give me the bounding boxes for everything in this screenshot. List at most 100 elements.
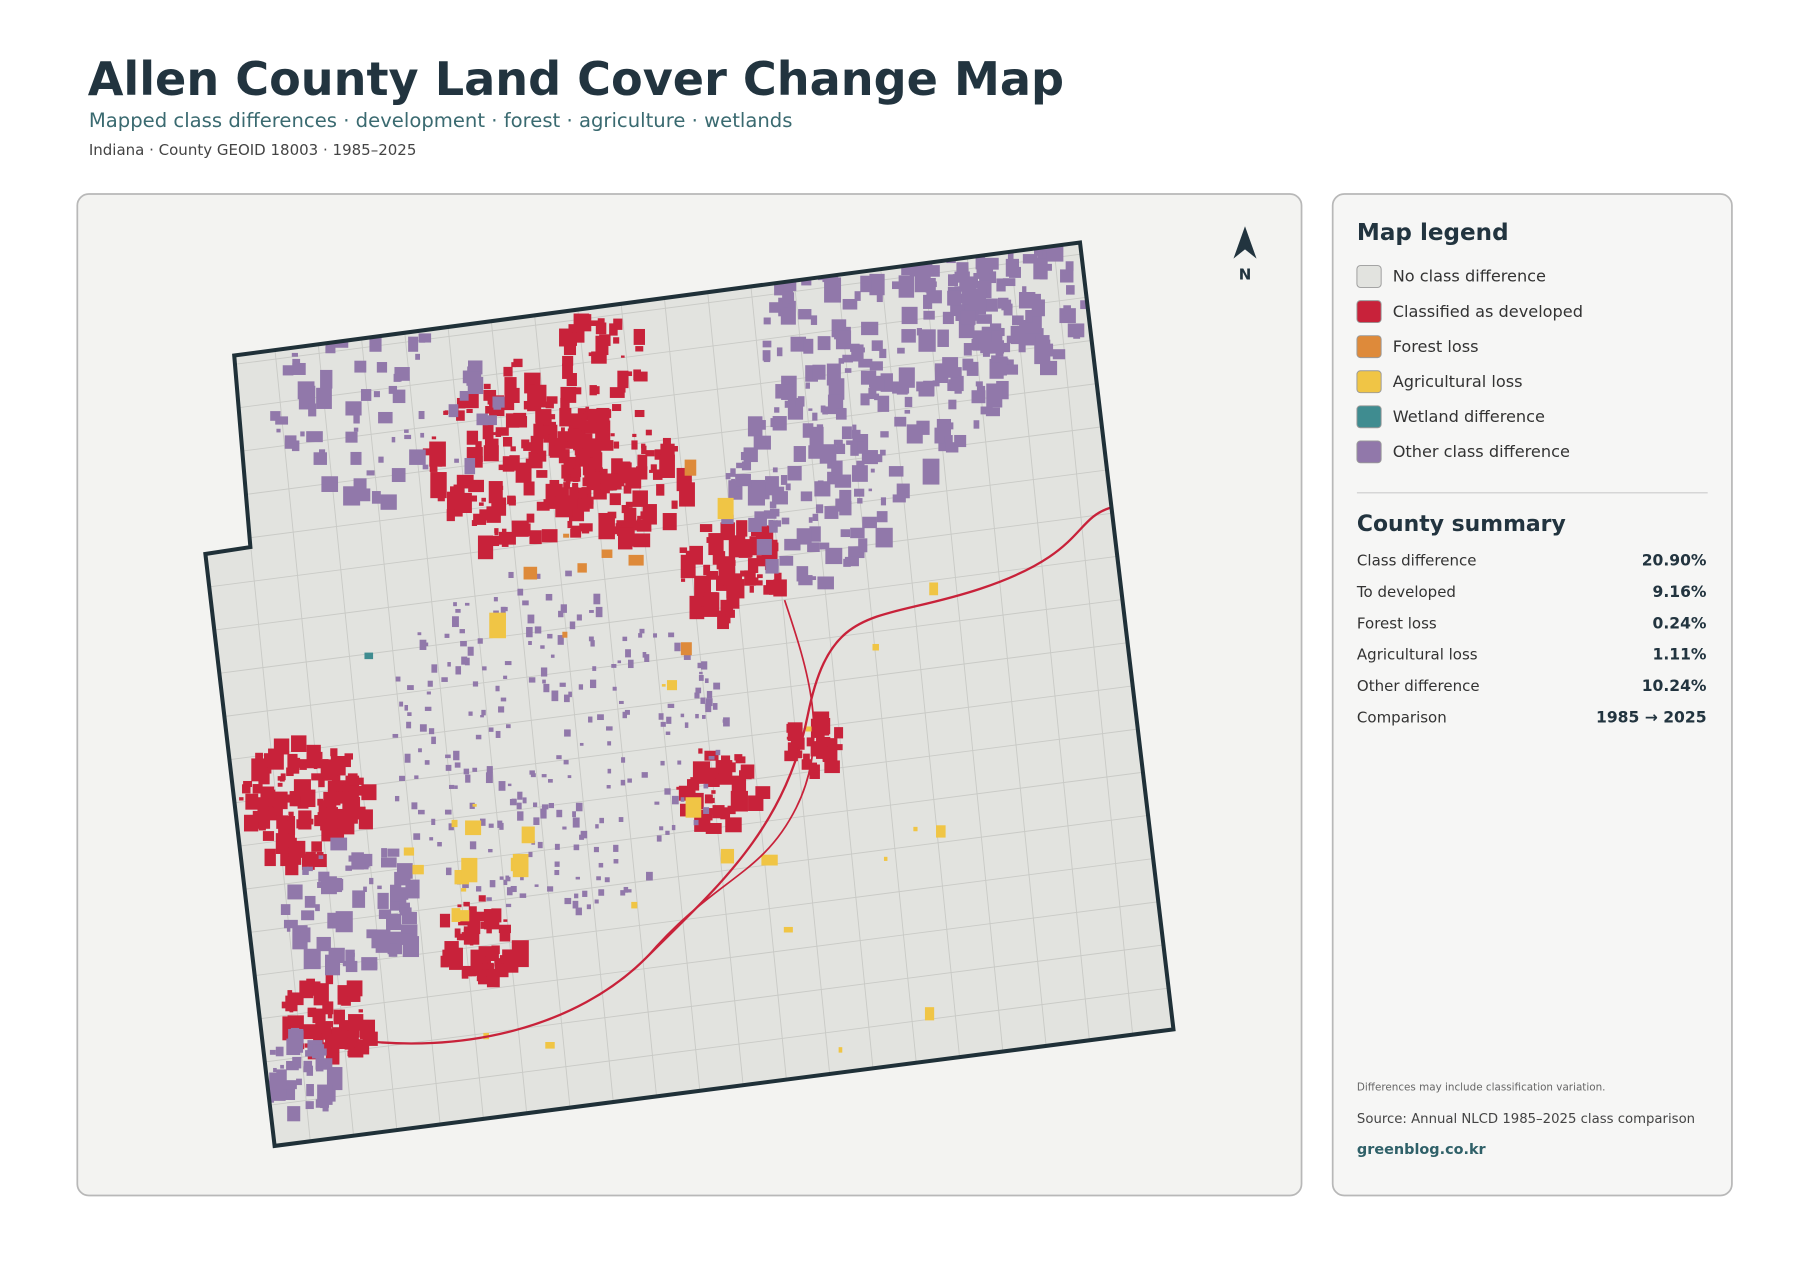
change-patch: [693, 819, 699, 826]
change-patch: [894, 416, 907, 427]
change-patch: [503, 879, 508, 886]
change-patch: [461, 970, 469, 979]
legend-items: No class difference Classified as develop…: [1356, 265, 1583, 464]
change-patch: [589, 385, 597, 396]
change-patch: [991, 355, 1000, 363]
change-patch: [1034, 246, 1043, 256]
change-patch: [447, 662, 451, 667]
change-patch: [613, 441, 620, 449]
change-patch: [599, 817, 605, 824]
change-patch: [898, 367, 915, 388]
change-patch: [243, 814, 259, 832]
change-patch: [731, 775, 747, 796]
change-patch: [621, 757, 626, 763]
change-patch: [326, 1067, 343, 1091]
change-patch: [613, 318, 623, 330]
change-patch: [606, 726, 613, 731]
change-patch: [622, 711, 628, 719]
change-patch: [681, 578, 686, 582]
change-patch: [422, 464, 429, 470]
change-patch: [306, 978, 315, 987]
change-patch: [463, 901, 470, 907]
change-patch: [527, 614, 535, 624]
change-patch: [618, 817, 624, 822]
change-patch: [456, 933, 466, 941]
change-patch: [356, 777, 364, 785]
change-patch: [365, 862, 370, 868]
change-patch: [345, 401, 362, 416]
change-patch: [595, 335, 609, 356]
change-patch: [685, 550, 694, 559]
change-patch: [483, 415, 497, 426]
change-patch: [717, 497, 734, 520]
change-patch: [704, 592, 718, 612]
legend-label: Agricultural loss: [1393, 372, 1523, 391]
change-patch: [417, 632, 422, 636]
legend-label: Other class difference: [1393, 442, 1570, 461]
change-patch: [488, 727, 494, 732]
change-patch: [431, 736, 436, 745]
change-patch: [509, 455, 520, 471]
legend-title: Map legend: [1357, 220, 1509, 246]
change-patch: [573, 844, 580, 851]
change-patch: [954, 367, 962, 377]
change-patch: [769, 501, 777, 509]
legend-label: Forest loss: [1393, 337, 1479, 356]
change-patch: [318, 871, 330, 882]
change-patch: [528, 641, 532, 645]
change-patch: [242, 784, 251, 794]
change-patch: [533, 817, 540, 825]
change-patch: [543, 683, 550, 693]
change-patch: [916, 381, 927, 392]
summary-label: Comparison: [1357, 708, 1447, 726]
change-patch: [762, 340, 772, 348]
change-patch: [302, 866, 309, 875]
change-patch: [486, 766, 493, 773]
north-arrow: [1233, 226, 1257, 259]
change-patch: [538, 425, 549, 439]
change-patch: [399, 902, 410, 913]
change-patch: [563, 694, 570, 703]
change-patch: [395, 676, 401, 682]
change-patch: [815, 504, 824, 514]
change-patch: [838, 358, 845, 364]
change-patch: [617, 660, 622, 664]
change-patch: [330, 837, 348, 851]
change-patch: [860, 393, 870, 406]
change-patch: [322, 1002, 329, 1011]
change-patch: [280, 773, 286, 781]
change-patch: [345, 960, 358, 973]
change-patch: [772, 491, 788, 505]
change-patch: [504, 661, 512, 666]
change-patch: [570, 528, 582, 538]
change-patch: [680, 713, 685, 718]
change-patch: [798, 309, 812, 320]
change-patch: [536, 501, 550, 511]
change-patch: [318, 778, 325, 788]
change-patch: [637, 454, 648, 470]
change-patch: [273, 1092, 279, 1096]
change-patch: [315, 904, 320, 912]
change-patch: [273, 1067, 277, 1073]
change-patch: [317, 1084, 333, 1105]
change-patch: [523, 481, 535, 496]
change-patch: [460, 640, 467, 647]
change-patch: [565, 495, 578, 509]
change-patch: [257, 797, 269, 815]
change-patch: [770, 418, 785, 428]
change-patch: [445, 754, 451, 759]
change-patch: [501, 528, 507, 536]
summary-value: 20.90%: [1642, 552, 1707, 570]
road: [205, 415, 1174, 546]
change-patch: [563, 436, 574, 449]
change-patch: [260, 786, 275, 799]
change-patch: [607, 768, 612, 774]
change-patch: [901, 329, 916, 343]
change-patch: [604, 877, 610, 883]
change-patch: [985, 305, 992, 311]
change-patch: [765, 476, 779, 496]
legend-swatch: [1356, 335, 1382, 359]
change-patch: [926, 290, 942, 304]
change-patch: [840, 529, 851, 538]
change-patch: [306, 744, 321, 765]
